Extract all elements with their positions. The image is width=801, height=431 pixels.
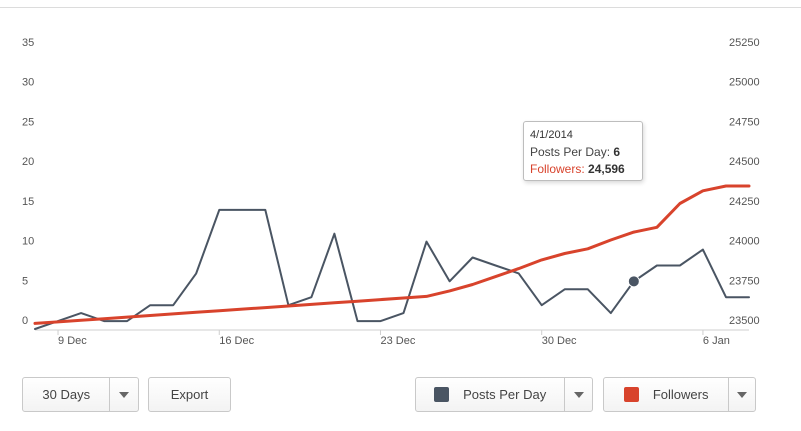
y-left-tick-label: 30: [22, 77, 34, 89]
posts-toggle-label: Posts Per Day: [463, 387, 547, 402]
tooltip-followers-value: 24,596: [588, 162, 625, 176]
chevron-down-icon: [119, 391, 130, 398]
chevron-down-icon: [737, 391, 748, 398]
y-left-tick-label: 5: [22, 275, 28, 287]
y-right-tick-label: 24750: [729, 116, 760, 128]
y-right-tick-label: 25000: [729, 77, 760, 89]
tooltip-followers: Followers: 24,596: [530, 161, 636, 178]
tooltip-followers-label: Followers:: [530, 162, 585, 176]
range-dropdown[interactable]: 30 Days: [22, 377, 139, 412]
y-right-tick-label: 24500: [729, 156, 760, 168]
x-tick-label: 30 Dec: [542, 335, 577, 347]
y-left-tick-label: 10: [22, 236, 34, 248]
followers-toggle-label: Followers: [652, 387, 709, 402]
followers-toggle[interactable]: Followers: [603, 377, 756, 412]
followers-caret-button[interactable]: [728, 378, 755, 411]
y-left-tick-label: 25: [22, 116, 34, 128]
x-tick-label: 16 Dec: [219, 335, 254, 347]
range-caret-button[interactable]: [109, 378, 138, 411]
tooltip-posts: Posts Per Day: 6: [530, 144, 636, 161]
y-right-tick-label: 25250: [729, 37, 760, 49]
y-left-tick-label: 35: [22, 37, 34, 49]
tooltip-date: 4/1/2014: [530, 129, 573, 141]
top-divider: [0, 7, 801, 8]
followers-line: [33, 184, 751, 325]
export-button[interactable]: Export: [148, 377, 231, 412]
x-tick-label: 23 Dec: [380, 335, 415, 347]
posts-per-day-toggle[interactable]: Posts Per Day: [415, 377, 593, 412]
x-tick-label: 6 Jan: [703, 335, 730, 347]
tooltip-posts-label: Posts Per Day:: [530, 145, 611, 159]
posts-caret-button[interactable]: [564, 378, 592, 411]
range-label: 30 Days: [42, 387, 91, 402]
tooltip-posts-value: 6: [613, 145, 621, 159]
y-left-tick-label: 15: [22, 196, 34, 208]
y-left-tick-label: 20: [22, 156, 34, 168]
posts-followers-chart: 9 Dec 16 Dec 23 Dec 30 Dec 6 Jan 0 5 10 15 20 25 30…: [22, 37, 760, 347]
y-right-tick-label: 23750: [729, 275, 760, 287]
posts-per-day-line: [34, 208, 750, 330]
chart-tooltip: 4/1/2014 Posts Per Day: 6 Followers: 24,…: [523, 121, 643, 181]
y-left-tick-label: 0: [22, 315, 28, 327]
posts-swatch-icon: [434, 387, 450, 402]
export-label: Export: [170, 387, 209, 402]
y-right-tick-label: 24250: [729, 196, 760, 208]
y-right-tick-label: 24000: [729, 236, 760, 248]
chevron-down-icon: [573, 391, 584, 398]
followers-swatch-icon: [623, 387, 639, 402]
x-tick-label: 9 Dec: [58, 335, 87, 347]
posts-highlight-point: [627, 275, 640, 288]
y-right-tick-label: 23500: [729, 315, 760, 327]
